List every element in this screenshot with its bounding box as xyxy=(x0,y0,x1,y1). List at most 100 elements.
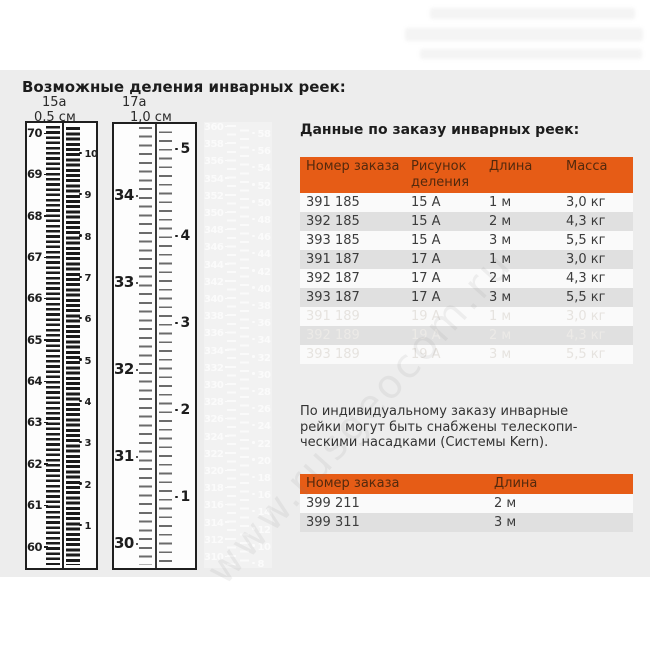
telescopic-table-body: 399 211 2 м 399 311 3 м xyxy=(300,494,633,532)
ruler-number: 318 xyxy=(204,483,224,495)
ruler-number: 8 xyxy=(252,559,272,568)
note-line: По индивидуальному заказу инварные xyxy=(300,404,569,419)
column-header: Рисунок деления xyxy=(405,157,483,193)
table-row: 391 187 17 А 1 м 3,0 кг xyxy=(300,250,633,269)
ruler-number: 7 xyxy=(79,272,96,286)
ghost-ruler: 360 358 356 354 352 350 348 346 344 342 340 338 336 3… xyxy=(204,122,272,568)
table-cell: 15 А xyxy=(411,233,441,248)
table-cell: 4,3 кг xyxy=(566,214,606,229)
table-cell: 3 м xyxy=(489,347,512,362)
ruler-number: 44 xyxy=(252,249,272,261)
table-cell: 391 185 xyxy=(306,195,360,210)
ruler-number: 354 xyxy=(204,173,224,185)
table-cell: 3 м xyxy=(494,515,517,530)
table-row: 392 189 19 А 2 м 4,3 кг xyxy=(300,326,633,345)
table-cell: 19 А xyxy=(411,328,441,343)
ruler-number: 334 xyxy=(204,345,224,357)
ruler-17a-ticks-left xyxy=(139,127,152,565)
table-row: 399 211 2 м xyxy=(300,494,633,513)
ruler-number: 344 xyxy=(204,259,224,271)
ruler-number: 42 xyxy=(252,267,272,279)
ruler-number: 352 xyxy=(204,190,224,202)
ghost-ruler-left-scale: 360 358 356 354 352 350 348 346 344 342 340 338 336 3… xyxy=(204,122,224,568)
ruler-number: 60 xyxy=(27,539,43,554)
ruler-number: 312 xyxy=(204,534,224,546)
table-cell: 17 А xyxy=(411,290,441,305)
ruler-number: 316 xyxy=(204,500,224,512)
table-cell: 393 189 xyxy=(306,347,360,362)
table-cell: 3 м xyxy=(489,290,512,305)
table-cell: 391 189 xyxy=(306,309,360,324)
orders-table-body: 391 185 15 А 1 м 3,0 кг 392 185 15 А 2 м 4,3 кг… xyxy=(300,193,633,364)
ruler-number: 338 xyxy=(204,311,224,323)
ruler-number: 70 xyxy=(27,126,43,140)
table-cell: 4,3 кг xyxy=(566,271,606,286)
scale-17a-division: 1,0 см xyxy=(130,110,172,125)
table-cell: 399 211 xyxy=(306,496,360,511)
column-header: Длина xyxy=(488,474,633,494)
table-cell: 19 А xyxy=(411,347,441,362)
ruler-number: 3 xyxy=(79,437,96,451)
ruler-number: 14 xyxy=(252,507,272,519)
ruler-number: 8 xyxy=(79,231,96,245)
ruler-number: 314 xyxy=(204,517,224,529)
ruler-number: 340 xyxy=(204,294,224,305)
ruler-number: 4 xyxy=(175,227,195,245)
table-row: 391 185 15 А 1 м 3,0 кг xyxy=(300,193,633,212)
ruler-number: 62 xyxy=(27,456,43,471)
ruler-17a-right-scale: 5 4 3 2 1 xyxy=(175,124,195,568)
ruler-number: 30 xyxy=(252,370,272,382)
column-header: Масса xyxy=(560,157,633,193)
ruler-number: 24 xyxy=(252,421,272,433)
header-row: Номер заказа Рисунок деления Длина Масса xyxy=(300,157,633,193)
table-cell: 2 м xyxy=(489,328,512,343)
table-row: 393 189 19 А 3 м 5,5 кг xyxy=(300,345,633,364)
ruler-number: 5 xyxy=(175,140,195,158)
ruler-number: 38 xyxy=(252,301,272,313)
ghost-artifact xyxy=(420,49,642,59)
table-row: 393 185 15 А 3 м 5,5 кг xyxy=(300,231,633,250)
ruler-number: 58 xyxy=(252,129,272,141)
ghost-artifact xyxy=(405,28,643,41)
ruler-number: 328 xyxy=(204,397,224,409)
table-cell: 1 м xyxy=(489,252,512,267)
ruler-number: 18 xyxy=(252,473,272,485)
table-cell: 391 187 xyxy=(306,252,360,267)
ruler-divider-line xyxy=(155,124,157,568)
ruler-number: 34 xyxy=(252,335,272,347)
ruler-number: 68 xyxy=(27,208,43,223)
ruler-number: 28 xyxy=(252,387,272,399)
ruler-number: 31 xyxy=(114,447,134,465)
ruler-number: 33 xyxy=(114,273,134,291)
ruler-number: 63 xyxy=(27,415,43,430)
ruler-number: 10 xyxy=(252,542,272,554)
ruler-number: 32 xyxy=(252,353,272,365)
table-row: 391 189 19 А 1 м 3,0 кг xyxy=(300,307,633,326)
ruler-number: 322 xyxy=(204,448,224,460)
ruler-number: 336 xyxy=(204,328,224,340)
table-cell: 19 А xyxy=(411,309,441,324)
ruler-divider-line xyxy=(62,123,64,568)
table-cell: 3,0 кг xyxy=(566,309,606,324)
table-row: 393 187 17 А 3 м 5,5 кг xyxy=(300,288,633,307)
ruler-number: 10 xyxy=(79,148,97,162)
ruler-15a-left-scale: 70 69 68 67 66 65 64 63 62 61 60 xyxy=(27,123,44,568)
table-cell: 393 187 xyxy=(306,290,360,305)
table-cell: 2 м xyxy=(489,271,512,286)
ruler-number: 2 xyxy=(79,479,96,493)
ruler-15a: 70 69 68 67 66 65 64 63 62 61 60 10 9 8 7 6 5 4 3 2 1 xyxy=(25,121,98,570)
ruler-number: 34 xyxy=(114,186,134,204)
ruler-number: 320 xyxy=(204,466,224,477)
ruler-number: 12 xyxy=(252,525,272,537)
telescopic-table-header: Номер заказа Длина xyxy=(300,474,633,494)
ruler-number: 342 xyxy=(204,276,224,288)
ruler-number: 6 xyxy=(79,313,96,327)
table-cell: 4,3 кг xyxy=(566,328,606,343)
table-cell: 3,0 кг xyxy=(566,195,606,210)
ruler-15a-ticks-right xyxy=(66,126,80,565)
table-row: 399 311 3 м xyxy=(300,513,633,532)
note-line: рейки могут быть снабжены телескопи- xyxy=(300,419,578,435)
telescopic-note: По индивидуальному заказу инварные рейки … xyxy=(300,404,577,451)
note-line: ческими насадками (Системы Kern). xyxy=(300,435,549,450)
